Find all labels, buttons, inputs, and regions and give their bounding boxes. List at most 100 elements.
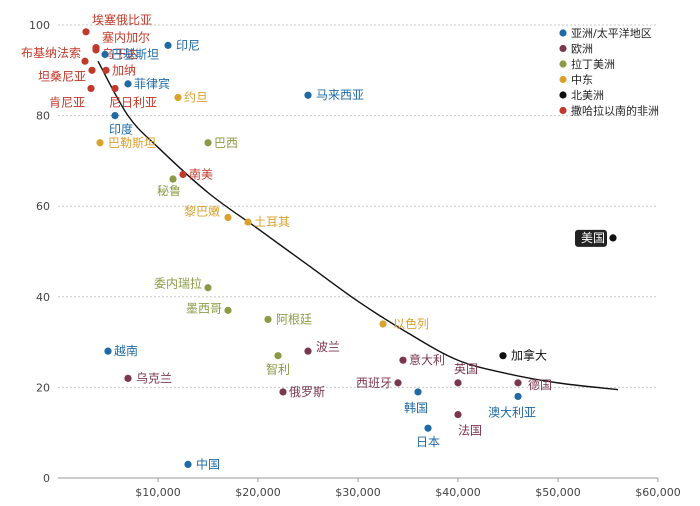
point-label: 加拿大 [511, 348, 547, 363]
data-point [304, 91, 312, 99]
data-point [184, 460, 192, 469]
x-tick-label: $50,000 [535, 486, 581, 499]
data-point [204, 139, 212, 147]
point-label: 西班牙 [356, 376, 392, 390]
point-label: 乌克兰 [136, 370, 172, 385]
data-point [394, 379, 402, 387]
point-label: 韩国 [404, 400, 428, 415]
data-point [379, 320, 387, 328]
data-point [88, 66, 96, 74]
point-label: 中国 [196, 456, 220, 471]
point-label: 以色列 [393, 317, 429, 331]
y-tick-label: 80 [36, 110, 50, 123]
data-point [111, 84, 119, 93]
data-point [104, 347, 112, 355]
legend-marker [559, 106, 567, 115]
legend-label: 拉丁美洲 [571, 57, 615, 71]
point-label: 印度 [109, 122, 133, 137]
point-label: 印尼 [176, 38, 200, 52]
data-point [124, 80, 132, 88]
data-point [454, 410, 462, 419]
data-point [96, 139, 104, 147]
y-tick-label: 20 [36, 381, 50, 394]
data-point [264, 315, 272, 324]
data-point [499, 352, 507, 360]
point-label: 南美 [189, 166, 213, 181]
data-point [92, 46, 100, 54]
point-label: 土耳其 [254, 215, 290, 229]
point-label: 巴勒斯坦 [108, 136, 156, 150]
legend-marker [559, 91, 567, 99]
data-point [204, 284, 212, 292]
data-point [514, 379, 522, 387]
data-point [244, 218, 252, 226]
point-label: 墨西哥 [186, 301, 222, 315]
data-point [279, 388, 287, 396]
x-tick-label: $30,000 [335, 486, 381, 499]
point-label: 俄罗斯 [289, 385, 325, 399]
point-label: 马来西亚 [316, 88, 364, 102]
legend-label: 中东 [571, 74, 593, 87]
data-point [414, 388, 422, 396]
point-label: 智利 [266, 362, 290, 377]
legend-marker [559, 60, 567, 68]
data-point [224, 213, 232, 222]
point-label: 黎巴嫩 [184, 205, 220, 219]
x-axis: $10,000 $20,000 $30,000 $40,000 $50,000 $60,0… [135, 478, 681, 499]
y-tick-label: 0 [43, 472, 50, 485]
point-label: 英国 [454, 362, 478, 376]
point-label: 波兰 [316, 340, 340, 354]
data-point [609, 234, 617, 242]
y-tick-label: 60 [36, 200, 50, 213]
legend-marker [559, 44, 567, 53]
point-label: 塞内加尔 [102, 30, 150, 45]
data-point [179, 170, 187, 179]
data-point [174, 93, 182, 102]
point-label: 委内瑞拉 [154, 276, 202, 291]
point-label: 法国 [458, 424, 482, 438]
point-label: 加纳 [112, 63, 136, 77]
legend-label: 亚洲/太平洋地区 [571, 26, 652, 40]
point-label: 巴基斯坦 [111, 47, 159, 61]
point-label: 日本 [416, 435, 440, 449]
point-label: 菲律宾 [134, 76, 170, 91]
x-tick-label: $40,000 [435, 486, 481, 499]
trend-curve [97, 60, 619, 391]
point-label: 阿根廷 [276, 312, 312, 326]
point-label: 坦桑尼亚 [38, 69, 86, 83]
point-label: 秘鲁 [157, 184, 181, 198]
legend-marker [559, 75, 567, 84]
point-label: 布基纳法索 [21, 46, 81, 60]
point-label: 尼日利亚 [109, 95, 157, 109]
point-label-background [575, 229, 607, 247]
y-axis: 0 20 40 60 80 100 [29, 19, 50, 485]
x-tick-label: $20,000 [235, 486, 281, 499]
y-tick-label: 100 [29, 19, 50, 32]
data-point [87, 84, 95, 93]
data-point [514, 392, 522, 401]
point-label: 意大利 [409, 352, 445, 367]
data-point [169, 175, 177, 183]
data-point [399, 356, 407, 364]
data-point [111, 112, 119, 120]
data-point [224, 306, 232, 314]
data-point [274, 352, 282, 360]
data-point [304, 347, 312, 355]
data-point [81, 57, 89, 65]
legend-marker [559, 29, 567, 37]
x-tick-label: $60,000 [635, 486, 681, 499]
data-point [424, 424, 432, 432]
data-point [82, 28, 90, 36]
point-label: 越南 [114, 343, 138, 358]
legend-label: 北美洲 [571, 89, 604, 102]
x-tick-label: $10,000 [135, 486, 181, 499]
legend-label: 撒哈拉以南的非洲 [571, 104, 659, 118]
data-point [164, 41, 172, 49]
point-label: 乌干达 [102, 46, 138, 61]
data-point [454, 379, 462, 387]
point-label: 埃塞俄比亚 [92, 12, 152, 27]
data-point [101, 50, 109, 59]
point-label: 巴西 [214, 136, 238, 150]
